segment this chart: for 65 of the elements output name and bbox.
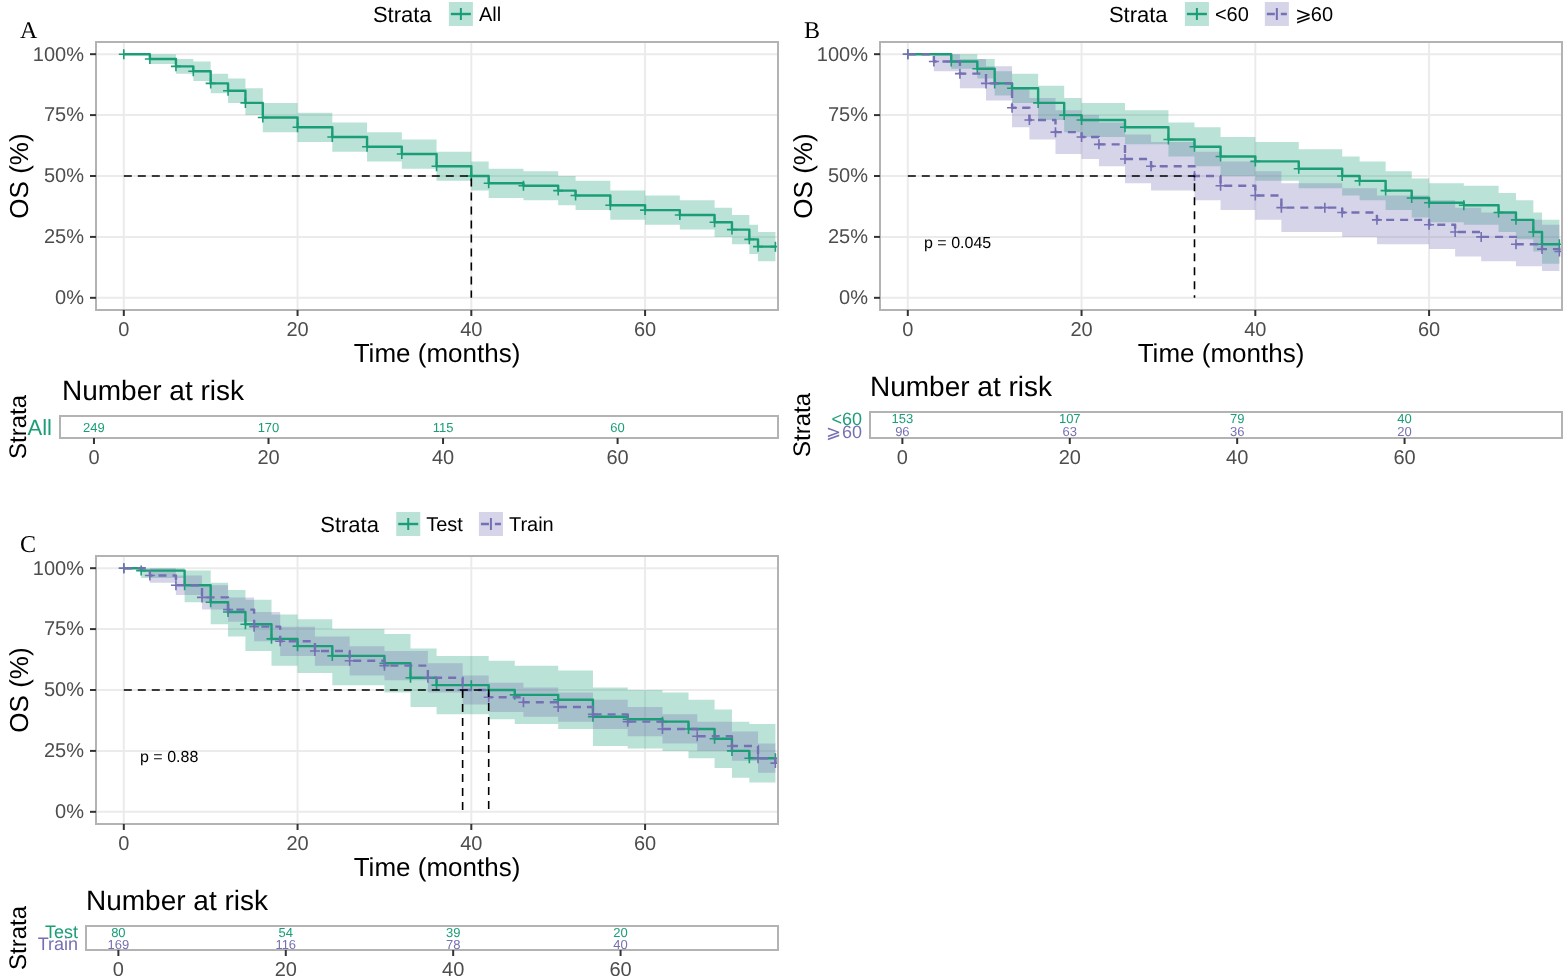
y-tick-label: 100% — [816, 44, 869, 67]
y-tick-label: 0% — [839, 288, 869, 311]
y-tick-label: 0% — [55, 802, 85, 825]
x-tick-label: 60 — [606, 448, 630, 471]
chart-title: Number at risk — [870, 370, 1055, 402]
x-tick-label: 20 — [286, 320, 310, 343]
x-axis-title: Time (months) — [353, 338, 521, 368]
annotation: p = 0.045 — [924, 234, 993, 253]
chart-title: Number at risk — [62, 374, 247, 406]
x-tick-label: 20 — [1058, 448, 1082, 471]
x-tick-label: 0 — [118, 320, 131, 343]
legend-label: Test — [426, 515, 464, 537]
y-tick-label: 0% — [55, 288, 85, 311]
x-tick-label: 20 — [286, 834, 310, 857]
x-tick-label: 40 — [1244, 320, 1268, 343]
text: B — [804, 16, 821, 44]
x-tick-label: 20 — [1070, 320, 1094, 343]
chart-title: Number at risk — [86, 884, 271, 916]
y-axis-title: Strata — [4, 905, 33, 971]
y-tick-label: 50% — [43, 680, 85, 703]
x-tick-label: 0 — [902, 320, 915, 343]
x-tick-label: 0 — [112, 960, 125, 976]
y-tick-label: 75% — [827, 105, 869, 128]
x-tick-label: 40 — [431, 448, 456, 471]
text: A — [20, 16, 38, 44]
x-tick-label: 20 — [274, 960, 298, 976]
y-axis-title: OS (%) — [4, 133, 34, 219]
legend-label: Train — [508, 515, 554, 537]
x-tick-label: 40 — [1226, 448, 1250, 471]
y-tick-label: 75% — [43, 105, 85, 128]
y-tick-label: 25% — [43, 741, 85, 764]
x-tick-label: 60 — [1393, 448, 1417, 471]
y-tick-label: 100% — [32, 44, 85, 67]
annotation: p = 0.88 — [140, 748, 200, 767]
x-tick-label: 60 — [1417, 320, 1442, 343]
legend-label: All — [478, 5, 502, 27]
legend-title: Strata — [320, 513, 381, 538]
x-tick-label: 60 — [633, 320, 658, 343]
y-axis-title: Strata — [788, 392, 817, 458]
legend-title: Strata — [372, 3, 434, 28]
x-axis-title: Time (months) — [1137, 338, 1305, 368]
y-axis-title: OS (%) — [788, 133, 818, 219]
y-tick-label: <60 — [831, 408, 862, 429]
legend-title: Strata — [1108, 3, 1170, 28]
y-tick-label: All — [27, 416, 52, 441]
x-tick-label: 60 — [609, 960, 633, 976]
x-tick-label: 40 — [460, 834, 484, 857]
x-tick-label: 40 — [460, 320, 484, 343]
x-tick-label: 60 — [633, 834, 658, 857]
x-tick-label: 0 — [88, 448, 101, 471]
y-tick-label: 25% — [827, 227, 869, 250]
x-tick-label: 20 — [257, 448, 281, 471]
x-tick-label: 40 — [442, 960, 466, 976]
x-axis-title: Time (months) — [353, 852, 521, 882]
y-tick-label: 100% — [32, 558, 85, 581]
y-axis-title: OS (%) — [4, 647, 34, 733]
y-tick-label: 25% — [43, 227, 85, 250]
text: C — [20, 530, 37, 558]
x-tick-label: 0 — [896, 448, 909, 471]
x-tick-label: 0 — [118, 834, 131, 857]
y-tick-label: 75% — [43, 619, 85, 642]
y-tick-label: 50% — [827, 166, 869, 189]
y-tick-label: 50% — [43, 166, 85, 189]
legend-label: <60 — [1214, 5, 1250, 27]
legend-label: ⩾60 — [1294, 5, 1334, 27]
